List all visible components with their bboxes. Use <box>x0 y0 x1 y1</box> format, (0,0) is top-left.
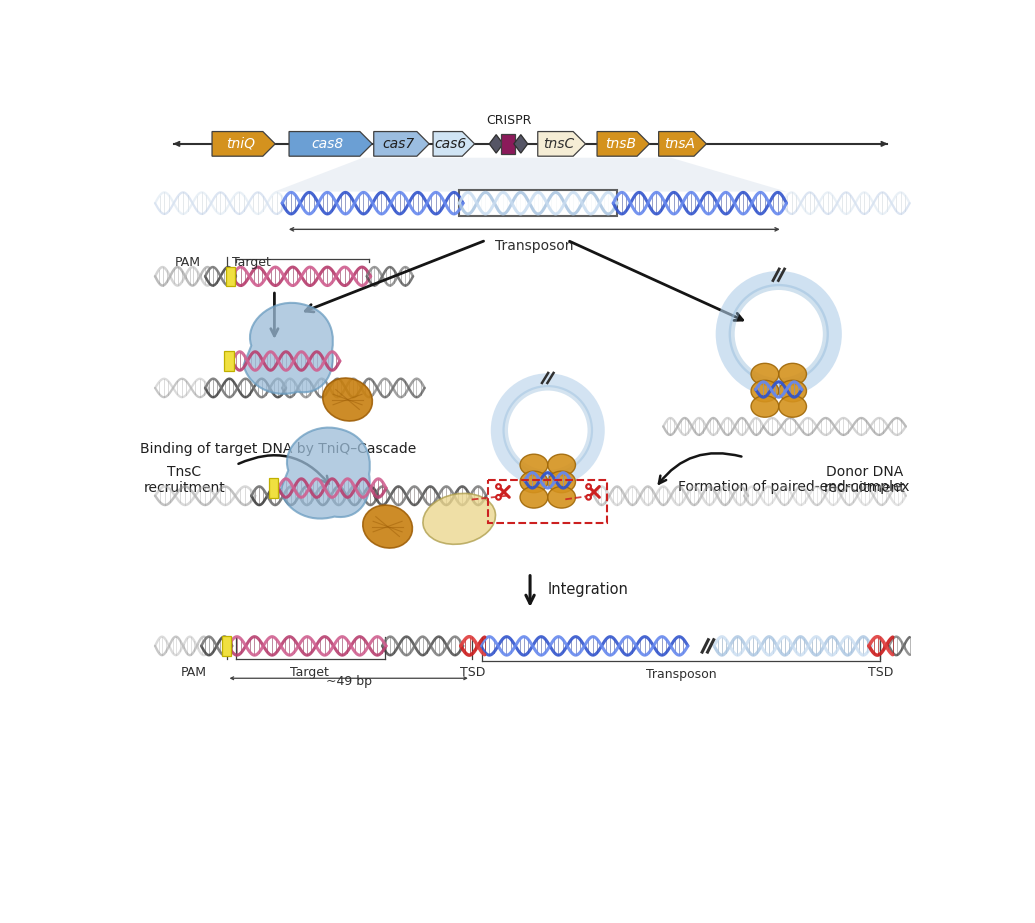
Polygon shape <box>538 132 586 156</box>
Text: tniQ: tniQ <box>226 137 255 150</box>
Bar <box>460 190 617 216</box>
Bar <box>226 267 235 286</box>
Polygon shape <box>289 132 373 156</box>
Ellipse shape <box>323 378 373 421</box>
Ellipse shape <box>548 454 575 475</box>
Ellipse shape <box>751 396 778 417</box>
Ellipse shape <box>520 486 548 508</box>
Polygon shape <box>658 132 706 156</box>
Text: PAM: PAM <box>180 665 207 679</box>
Ellipse shape <box>520 471 548 493</box>
Text: tnsC: tnsC <box>543 137 574 150</box>
Polygon shape <box>212 132 275 156</box>
Text: cas8: cas8 <box>312 137 344 150</box>
Polygon shape <box>274 158 787 192</box>
Text: Integration: Integration <box>548 582 628 597</box>
Text: Transposon: Transposon <box>646 668 716 681</box>
Text: tnsA: tnsA <box>663 137 694 150</box>
Ellipse shape <box>778 396 806 417</box>
Text: cas6: cas6 <box>435 137 467 150</box>
Bar <box>487 480 608 522</box>
Text: ~49 bp: ~49 bp <box>326 675 373 689</box>
Polygon shape <box>597 132 649 156</box>
Text: CRISPR: CRISPR <box>485 114 531 127</box>
Text: Transposon: Transposon <box>495 239 573 253</box>
Ellipse shape <box>548 486 575 508</box>
Circle shape <box>586 485 591 489</box>
Text: Target: Target <box>290 665 328 679</box>
Text: tnsB: tnsB <box>604 137 635 150</box>
Ellipse shape <box>423 494 496 545</box>
Text: Target: Target <box>232 256 271 269</box>
Circle shape <box>496 495 501 499</box>
Circle shape <box>586 495 591 499</box>
Polygon shape <box>514 135 528 153</box>
Ellipse shape <box>778 364 806 385</box>
Ellipse shape <box>751 380 778 402</box>
Polygon shape <box>433 132 475 156</box>
PathPatch shape <box>243 303 333 394</box>
Text: TSD: TSD <box>460 665 485 679</box>
Text: Formation of paired-end-complex: Formation of paired-end-complex <box>678 480 910 495</box>
Bar <box>225 352 234 371</box>
Text: Donor DNA
recruitment: Donor DNA recruitment <box>824 465 906 496</box>
Text: cas7: cas7 <box>382 137 414 150</box>
Bar <box>501 134 514 154</box>
Ellipse shape <box>520 454 548 475</box>
Text: TnsC
recruitment: TnsC recruitment <box>144 465 226 496</box>
Ellipse shape <box>363 505 412 548</box>
Ellipse shape <box>778 380 806 402</box>
Polygon shape <box>490 135 503 153</box>
PathPatch shape <box>280 427 369 519</box>
Bar <box>223 636 231 655</box>
Text: PAM: PAM <box>175 256 201 269</box>
Text: Binding of target DNA by TniQ–Cascade: Binding of target DNA by TniQ–Cascade <box>140 442 416 456</box>
Bar <box>269 478 278 497</box>
Circle shape <box>496 485 501 489</box>
Ellipse shape <box>751 364 778 385</box>
Text: TSD: TSD <box>867 665 893 679</box>
Ellipse shape <box>548 471 575 493</box>
Polygon shape <box>374 132 430 156</box>
